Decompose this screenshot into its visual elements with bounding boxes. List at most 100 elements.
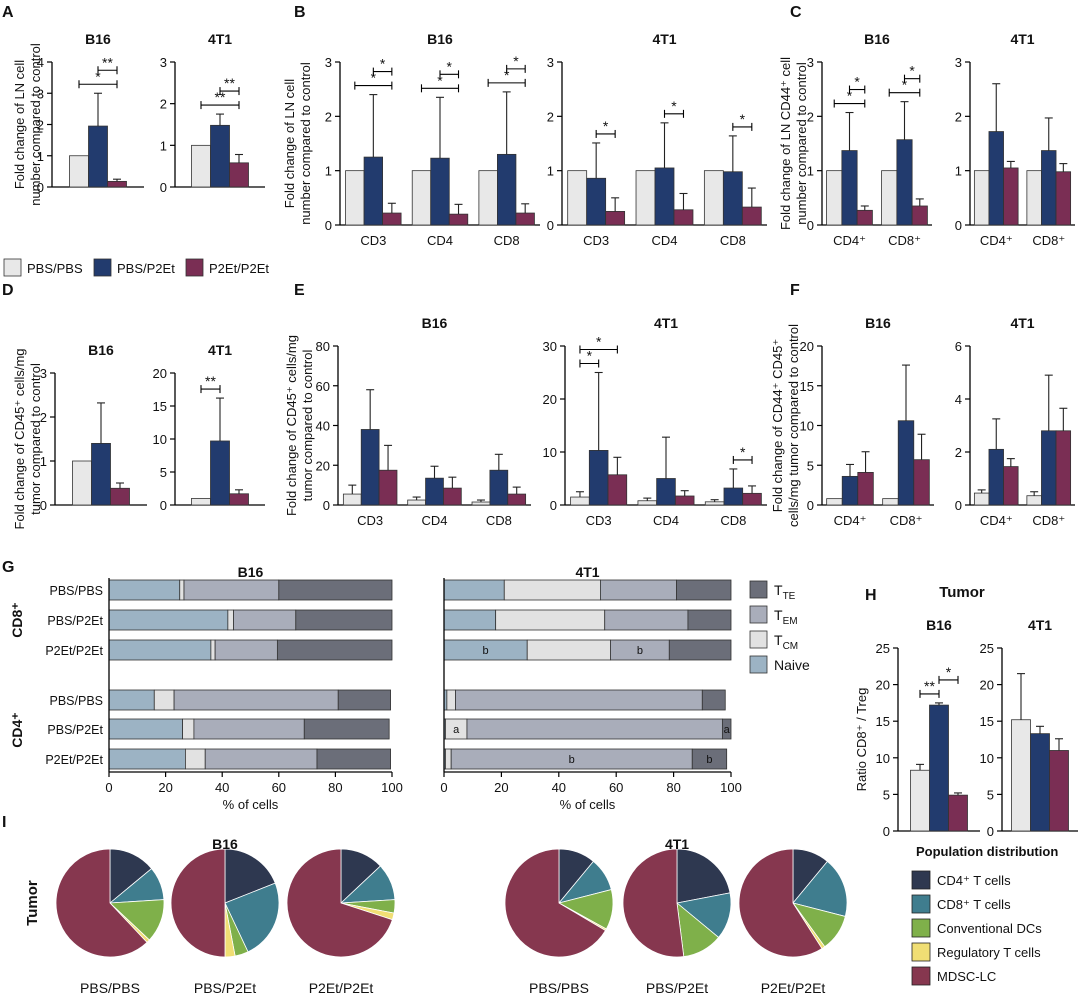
stacked-segment	[701, 689, 726, 711]
bar	[91, 442, 111, 506]
sig-label: **	[215, 89, 226, 105]
bar	[1003, 167, 1019, 226]
bar	[607, 474, 628, 506]
y-tick-label: 25	[876, 641, 890, 656]
stacked-segment	[526, 639, 611, 661]
chart-title: 4T1	[1010, 31, 1034, 47]
stacked-segment	[443, 609, 497, 631]
y-tick-label: 5	[883, 787, 890, 802]
x-tick-label: 60	[609, 780, 623, 795]
x-tick-label: CD3	[586, 513, 612, 528]
bar	[1041, 150, 1057, 226]
y-tick-label: 30	[543, 339, 557, 354]
pie-legend-label: Regulatory T cells	[937, 945, 1041, 960]
stacked-segment	[108, 579, 181, 601]
y-tick-label: 6	[955, 339, 962, 354]
y-tick-label: 1	[325, 164, 332, 179]
y-axis-label-line: Fold change of LN cell	[282, 79, 297, 208]
y-axis-label-line: tumor compared to control	[28, 363, 43, 515]
bar	[69, 155, 89, 188]
bar	[378, 469, 398, 506]
bar	[507, 493, 527, 506]
x-tick-label: CD8	[486, 513, 512, 528]
pie-slice	[792, 860, 848, 917]
y-tick-label: 2	[325, 109, 332, 124]
bar	[635, 170, 656, 226]
y-tick-label: 0	[807, 218, 814, 233]
g-legend-sub: EM	[783, 616, 798, 627]
row-label: P2Et/P2Et	[45, 753, 103, 767]
x-tick-label: CD8⁺	[1032, 513, 1065, 528]
pie-label: PBS/PBS	[529, 980, 589, 996]
y-tick-label: 3	[160, 55, 167, 70]
y-tick-label: 2	[807, 109, 814, 124]
pie-slice	[224, 848, 276, 904]
stacked-annotation: b	[637, 645, 643, 657]
g-legend-swatch	[749, 605, 768, 624]
bar	[897, 420, 915, 506]
y-axis-label: Fold change of LN CD44⁺ cellnumber compa…	[778, 57, 809, 230]
g-legend-swatch	[749, 655, 768, 674]
x-tick-label: 100	[381, 780, 403, 795]
stacked-segment	[214, 639, 278, 661]
x-tick-label: CD4	[427, 233, 453, 248]
stacked-segment	[495, 609, 606, 631]
sig-label: **	[102, 54, 113, 70]
y-tick-label: 0	[37, 180, 44, 195]
pie-legend-title: Population distribution	[916, 844, 1058, 859]
y-tick-label: 3	[37, 86, 44, 101]
bar	[342, 493, 362, 506]
panel-letter: B	[294, 4, 306, 21]
y-tick-label: 0	[550, 498, 557, 513]
bar	[586, 177, 607, 226]
bar	[674, 495, 695, 506]
bar	[363, 156, 383, 226]
row-group-label-cd4: CD4⁺	[9, 712, 25, 747]
bar	[360, 429, 380, 506]
x-tick-label: CD3	[583, 233, 609, 248]
bar	[588, 450, 609, 506]
bar	[704, 501, 725, 506]
x-tick-label: CD4	[653, 513, 679, 528]
g-legend-base: T	[774, 582, 783, 598]
y-tick-label: 3	[955, 55, 962, 70]
chart-title: B16	[85, 31, 111, 47]
bar	[881, 170, 898, 226]
g-legend-label: TTE	[774, 582, 796, 602]
pie-legend-label: MDSC-LC	[937, 969, 996, 984]
stacked-annotation: b	[483, 645, 489, 657]
bar	[1026, 170, 1042, 226]
stacked-segment	[337, 689, 391, 711]
y-tick-label: 0	[883, 824, 890, 839]
y-axis-label-line: number compared to control	[28, 43, 43, 206]
g-legend-base: Naive	[774, 657, 810, 673]
legend-swatch	[185, 258, 204, 277]
y-tick-label: 2	[955, 109, 962, 124]
g-legend-base: T	[774, 607, 783, 623]
bar	[210, 124, 230, 188]
bar	[741, 206, 762, 226]
legend-label: PBS/P2Et	[117, 261, 175, 276]
y-axis-label-line: cells/mg tumor compared to control	[786, 324, 801, 527]
y-tick-label: 0	[160, 180, 167, 195]
sig-label: *	[380, 56, 386, 72]
row-label: PBS/P2Et	[47, 723, 103, 737]
x-tick-label: 80	[666, 780, 680, 795]
y-tick-label: 1	[807, 164, 814, 179]
g-legend-sub: CM	[783, 641, 799, 652]
y-tick-label: 0	[40, 498, 47, 513]
bar	[988, 448, 1004, 506]
pie-slice	[504, 848, 607, 958]
bar	[654, 167, 675, 226]
legend-swatch	[3, 258, 22, 277]
g-legend-swatch	[749, 630, 768, 649]
x-tick-label: CD8	[720, 513, 746, 528]
x-tick-label: 40	[552, 780, 566, 795]
bar	[988, 131, 1004, 226]
stacked-segment	[604, 609, 689, 631]
bar	[72, 460, 92, 506]
bar	[345, 170, 365, 226]
bar	[637, 500, 658, 506]
pie-legend-swatch	[911, 894, 931, 914]
